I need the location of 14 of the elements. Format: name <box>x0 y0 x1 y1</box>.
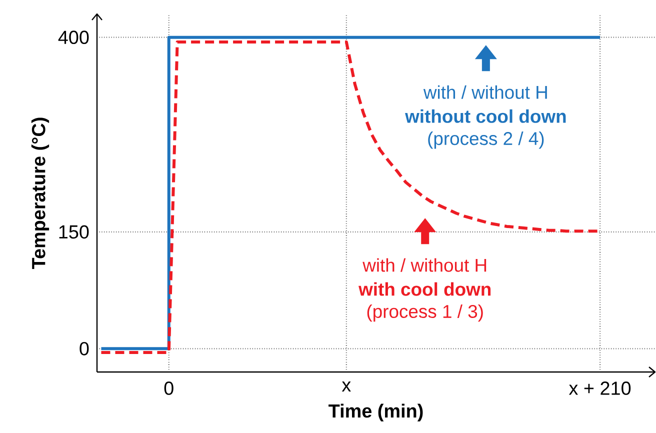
x-axis-title: Time (min) <box>328 404 423 422</box>
annotation: with / without H <box>362 258 486 272</box>
y-axis-title: Temperature (°C) <box>31 118 50 269</box>
y-tick-label: 150 <box>59 225 89 239</box>
annotation: (process 1 / 3) <box>367 304 483 322</box>
annotation: (process 2 / 4) <box>428 132 544 149</box>
y-tick-label: 0 <box>80 342 89 356</box>
x-tick-label: x <box>342 382 351 392</box>
annotation: with cool down <box>358 282 491 296</box>
annotation: without cool down <box>405 109 566 123</box>
x-tick-label: 0 <box>164 382 174 395</box>
x-tick-label: x + 210 <box>568 382 631 395</box>
annotation: with / without H <box>423 85 547 99</box>
y-tick-label: 400 <box>58 30 89 44</box>
